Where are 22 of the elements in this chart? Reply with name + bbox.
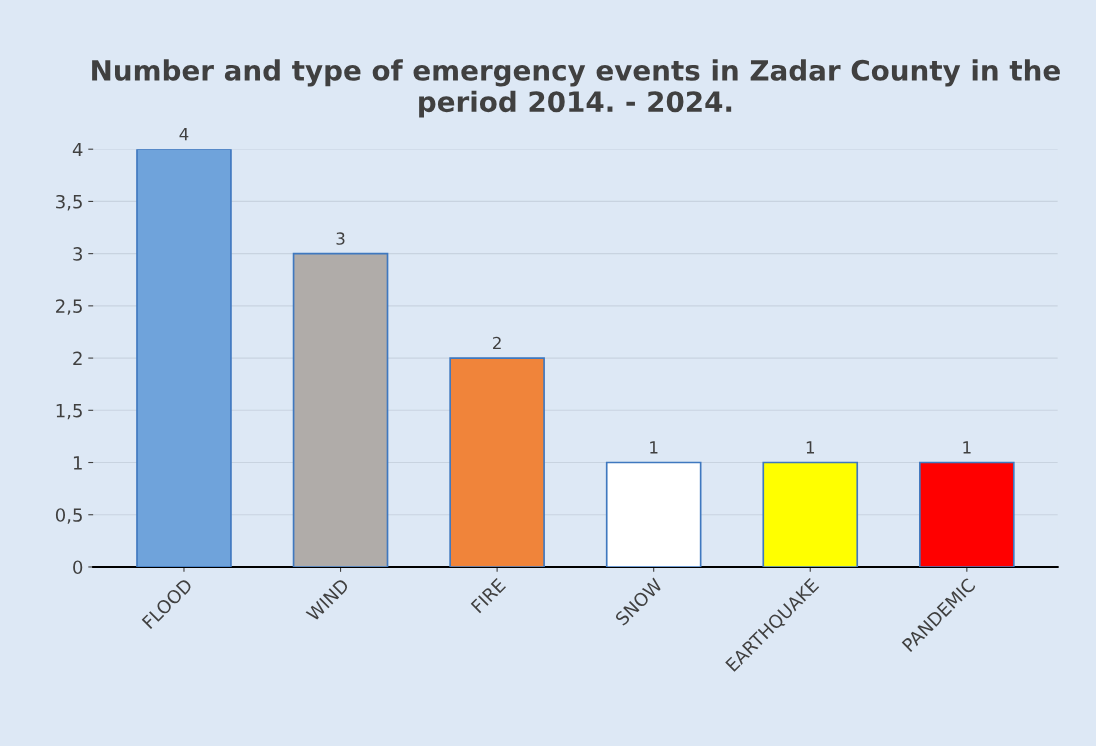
y-tick-label: 0,5 <box>55 508 82 524</box>
bar <box>292 252 389 567</box>
data-label: 1 <box>806 441 815 454</box>
y-tick-label: 2 <box>73 351 82 365</box>
bar <box>449 357 545 567</box>
chart-title: Number and type of emergency events in Zadar County in the period 2014. - 2024. <box>92 59 1060 118</box>
y-tick-label: 3 <box>73 247 82 261</box>
y-tick-label: 1,5 <box>56 404 82 420</box>
bar <box>762 461 859 567</box>
y-tick-label: 1 <box>73 456 82 470</box>
y-tick-label: 0 <box>73 560 83 575</box>
data-label: 1 <box>650 441 658 454</box>
data-label: 4 <box>179 128 189 141</box>
bar <box>919 461 1015 567</box>
bar <box>136 149 232 567</box>
data-label: 2 <box>493 336 501 350</box>
data-label: 1 <box>963 441 971 454</box>
y-tick-label: 2,5 <box>56 299 82 315</box>
y-tick-label: 3,5 <box>56 194 82 211</box>
bar <box>605 461 702 567</box>
y-tick-label: 4 <box>72 142 83 157</box>
data-label: 3 <box>336 232 345 245</box>
